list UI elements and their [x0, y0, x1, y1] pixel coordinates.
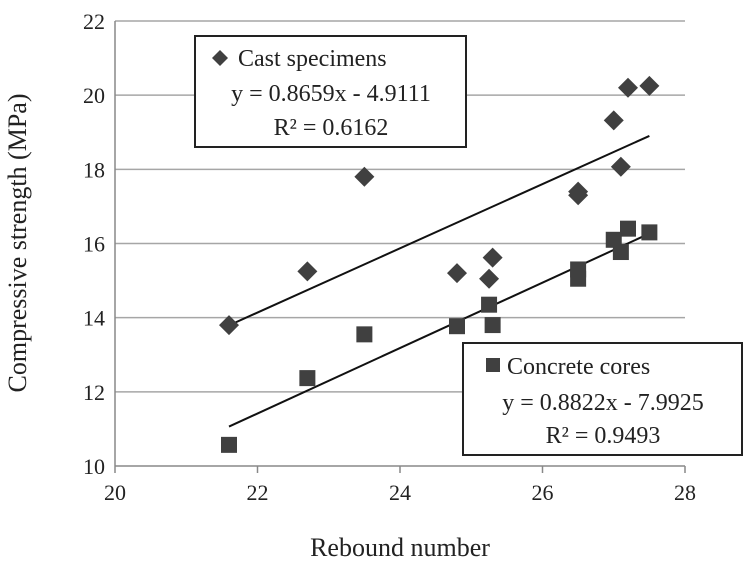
x-tick-label: 22: [247, 480, 269, 505]
y-tick-labels: 10 12 14 16 18 20 22: [83, 9, 105, 479]
point-diamond: [639, 75, 660, 96]
point-diamond: [297, 261, 318, 282]
data-points: [219, 75, 660, 453]
legend-concrete-cores: Concrete cores y = 0.8822x - 7.9925 R² =…: [462, 342, 743, 456]
legend-equation: y = 0.8659x - 4.9111: [231, 81, 431, 107]
legend-box: [462, 342, 743, 456]
y-tick-label: 14: [83, 306, 105, 331]
point-square: [299, 370, 316, 387]
point-square: [484, 317, 501, 334]
point-square: [449, 318, 465, 335]
point-diamond: [618, 77, 638, 98]
point-diamond: [603, 110, 624, 131]
point-diamond: [354, 166, 375, 187]
point-diamond: [568, 185, 589, 206]
x-tick-label: 20: [104, 480, 126, 505]
y-tick-label: 10: [83, 454, 105, 479]
y-tick-label: 12: [83, 380, 105, 405]
point-diamond: [479, 268, 500, 289]
legend-box: [194, 35, 467, 148]
legend-equation: y = 0.8822x - 7.9925: [502, 390, 704, 416]
point-diamond: [447, 263, 467, 284]
point-square: [481, 296, 498, 313]
y-tick-label: 18: [83, 157, 105, 182]
legend-r-squared: R² = 0.6162: [274, 115, 389, 141]
legend-series-name: Concrete cores: [507, 354, 650, 380]
legend-cast-specimens: Cast specimens y = 0.8659x - 4.9111 R² =…: [194, 35, 467, 148]
point-square: [620, 220, 636, 237]
x-tick-labels: 20 22 24 26 28: [104, 466, 696, 505]
square-marker-icon: [486, 358, 500, 372]
point-diamond: [219, 315, 239, 336]
legend-r-squared: R² = 0.9493: [546, 423, 661, 449]
point-diamond: [610, 156, 631, 177]
x-tick-label: 26: [532, 480, 554, 505]
point-square: [570, 270, 587, 287]
y-tick-label: 22: [83, 9, 105, 34]
point-square: [221, 436, 237, 453]
y-tick-label: 16: [83, 232, 105, 257]
point-diamond: [482, 247, 503, 268]
x-tick-label: 28: [674, 480, 696, 505]
trendline-series-0: [228, 135, 650, 327]
diamond-marker-icon: [212, 50, 228, 66]
x-axis-title: Rebound number: [310, 533, 490, 562]
y-axis-title: Compressive strength (MPa): [3, 94, 32, 393]
y-tick-label: 20: [83, 83, 105, 108]
point-square: [612, 244, 629, 261]
point-square: [356, 326, 373, 343]
point-square: [605, 231, 622, 248]
x-tick-label: 24: [389, 480, 411, 505]
point-square: [641, 224, 658, 241]
legend-series-name: Cast specimens: [238, 46, 387, 72]
